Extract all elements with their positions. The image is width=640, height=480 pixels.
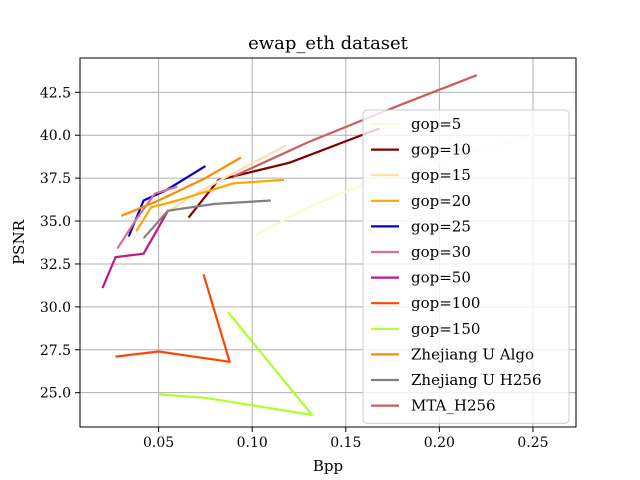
legend-label: gop=30 — [411, 243, 471, 261]
series-line-7 — [115, 273, 231, 363]
x-tick-label: 0.10 — [237, 435, 268, 451]
legend-label: gop=50 — [411, 269, 471, 287]
y-tick-label: 25.0 — [40, 386, 71, 402]
series-line-1 — [187, 127, 380, 219]
x-tick-label: 0.15 — [330, 435, 361, 451]
x-axis-label: Bpp — [313, 457, 343, 475]
legend-label: gop=15 — [411, 166, 471, 184]
series-line-2 — [158, 144, 287, 219]
legend-label: Zhejiang U H256 — [411, 371, 542, 389]
legend: gop=5 gop=10 gop=15 gop=20 gop=25 gop=30 gop=5… — [362, 109, 570, 424]
series-line-6 — [101, 210, 169, 289]
chart-title: ewap_eth dataset — [248, 33, 409, 54]
legend-label: Zhejiang U Algo — [411, 345, 534, 363]
series-line-10 — [142, 199, 271, 239]
legend-label: gop=100 — [411, 294, 480, 312]
y-tick-label: 37.5 — [40, 171, 71, 187]
y-tick-label: 32.5 — [40, 257, 71, 273]
series-line-9 — [120, 156, 242, 217]
y-tick-label: 35.0 — [40, 214, 71, 230]
legend-box — [362, 109, 570, 424]
series-line-8 — [158, 311, 314, 417]
legend-label: MTA_H256 — [411, 397, 496, 415]
legend-label: gop=25 — [411, 217, 471, 235]
x-tick-label: 0.25 — [517, 435, 548, 451]
ticks: 0.05 0.10 0.15 0.20 0.25 25.0 27.5 30.0 32.5 35.0… — [40, 85, 549, 451]
y-axis-label: PSNR — [10, 219, 28, 264]
y-tick-label: 42.5 — [40, 85, 71, 101]
series-line-3 — [135, 178, 285, 232]
y-tick-label: 27.5 — [40, 343, 71, 359]
legend-label: gop=150 — [411, 320, 480, 338]
y-tick-label: 30.0 — [40, 300, 71, 316]
x-tick-label: 0.05 — [143, 435, 174, 451]
x-tick-label: 0.20 — [424, 435, 455, 451]
series-line-11 — [233, 74, 478, 178]
legend-label: gop=5 — [411, 115, 461, 133]
legend-label: gop=10 — [411, 141, 471, 159]
plot-frame — [79, 57, 577, 428]
y-tick-label: 40.0 — [40, 128, 71, 144]
legend-label: gop=20 — [411, 192, 471, 210]
